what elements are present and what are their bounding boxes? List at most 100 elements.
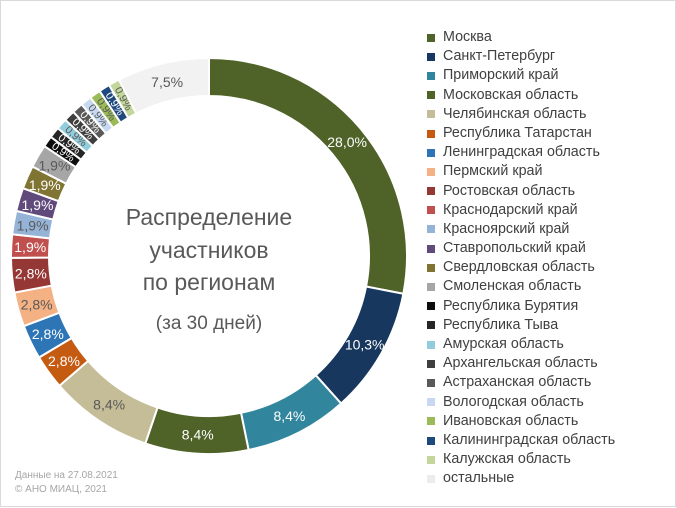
legend-item: Смоленская область <box>427 277 615 296</box>
legend-label: Ставропольский край <box>443 240 586 257</box>
legend-label: Московская область <box>443 86 579 103</box>
legend-swatch <box>427 263 435 272</box>
slice-data-label: 1,9% <box>29 177 61 193</box>
legend-label: Астраханская область <box>443 374 592 391</box>
slice-data-label: 2,8% <box>32 326 64 342</box>
slice-data-label: 2,8% <box>21 296 53 312</box>
legend-label: Калужская область <box>443 451 571 468</box>
legend-label: Москва <box>443 29 492 45</box>
legend-label: Приморский край <box>443 67 559 84</box>
slice-data-label: 1,9% <box>14 239 46 255</box>
slice-data-label: 28,0% <box>327 134 367 150</box>
legend-item: Архангельская область <box>427 354 615 373</box>
legend-swatch <box>427 359 435 368</box>
legend-label: Ивановская область <box>443 412 579 429</box>
legend-item: Республика Татарстан <box>427 124 615 143</box>
legend-swatch <box>427 71 435 80</box>
slice-data-label: 8,4% <box>182 427 214 443</box>
legend-swatch <box>427 474 435 483</box>
legend-label: Ростовская область <box>443 182 576 199</box>
slice-data-label: 2,8% <box>15 265 47 281</box>
slice-data-label: 1,9% <box>38 158 70 174</box>
footnote-copyright: © АНО МИАЦ, 2021 <box>15 484 107 495</box>
legend-swatch <box>427 417 435 426</box>
legend-label: Красноярский край <box>443 220 570 237</box>
legend-item: Ленинградская область <box>427 143 615 162</box>
legend-item: Амурская область <box>427 335 615 354</box>
legend-swatch <box>427 148 435 157</box>
legend-item: Республика Бурятия <box>427 297 615 316</box>
legend-swatch <box>427 340 435 349</box>
chart-legend: Москва Санкт-Петербург Приморский край Моск… <box>427 28 615 489</box>
legend-item: Москва <box>427 28 615 47</box>
legend-label: Санкт-Петербург <box>443 48 556 65</box>
legend-item: Вологодская область <box>427 393 615 412</box>
legend-item: Республика Тыва <box>427 316 615 335</box>
legend-swatch <box>427 33 435 42</box>
legend-swatch <box>427 225 435 234</box>
legend-label: Амурская область <box>443 336 564 352</box>
donut-slice <box>117 56 210 115</box>
legend-item: остальные <box>427 469 615 488</box>
footnote: Данные на 27.08.2021 © АНО МИАЦ, 2021 <box>15 469 118 497</box>
slice-data-label: 8,4% <box>273 408 305 424</box>
chart-subtitle: (за 30 дней) <box>155 312 263 334</box>
legend-swatch <box>427 244 435 253</box>
slice-data-label: 10,3% <box>345 336 385 352</box>
legend-item: Санкт-Петербург <box>427 47 615 66</box>
legend-item: Ростовская область <box>427 182 615 201</box>
slice-data-label: 7,5% <box>151 74 183 90</box>
legend-swatch <box>427 206 435 215</box>
legend-item: Калужская область <box>427 450 615 469</box>
legend-swatch <box>427 436 435 445</box>
legend-swatch <box>427 398 435 407</box>
legend-swatch <box>427 129 435 138</box>
legend-item: Московская область <box>427 86 615 105</box>
legend-item: Краснодарский край <box>427 201 615 220</box>
legend-swatch <box>427 110 435 119</box>
legend-item: Астраханская область <box>427 373 615 392</box>
legend-swatch <box>427 187 435 196</box>
slice-data-label: 2,8% <box>48 353 80 369</box>
legend-item: Свердловская область <box>427 258 615 277</box>
legend-label: Свердловская область <box>443 259 595 276</box>
legend-item: Приморский край <box>427 66 615 85</box>
chart-title: Распределение участников по регионам <box>89 201 329 299</box>
legend-swatch <box>427 321 435 330</box>
legend-label: остальные <box>443 470 515 487</box>
chart-center-title: Распределение участников по регионам (за… <box>89 201 329 335</box>
legend-item: Ивановская область <box>427 412 615 431</box>
slice-data-label: 1,9% <box>21 197 53 213</box>
legend-swatch <box>427 167 435 176</box>
legend-item: Калининградская область <box>427 431 615 450</box>
legend-label: Республика Бурятия <box>443 297 579 314</box>
chart-title-line: участников <box>149 236 269 263</box>
legend-item: Челябинская область <box>427 105 615 124</box>
slice-data-label: 1,9% <box>17 218 49 234</box>
legend-label: Челябинская область <box>443 105 587 122</box>
legend-item: Ставропольский край <box>427 239 615 258</box>
legend-swatch <box>427 91 435 100</box>
slice-data-label: 8,4% <box>93 397 125 413</box>
legend-item: Красноярский край <box>427 220 615 239</box>
legend-label: Смоленская область <box>443 278 582 295</box>
footnote-date: Данные на 27.08.2021 <box>15 470 118 481</box>
chart-title-line: Распределение <box>125 204 293 230</box>
legend-swatch <box>427 52 435 61</box>
chart-title-line: по регионам <box>142 269 276 295</box>
legend-label: Ленинградская область <box>443 144 600 161</box>
legend-swatch <box>427 302 435 311</box>
legend-label: Республика Тыва <box>443 316 559 333</box>
legend-label: Республика Татарстан <box>443 124 592 141</box>
legend-label: Краснодарский край <box>443 201 578 218</box>
legend-swatch <box>427 378 435 387</box>
legend-label: Пермский край <box>443 163 543 180</box>
legend-item: Пермский край <box>427 162 615 181</box>
legend-swatch <box>427 455 435 464</box>
legend-label: Архангельская область <box>443 355 598 372</box>
legend-label: Калининградская область <box>443 431 616 448</box>
legend-swatch <box>427 283 435 292</box>
legend-label: Вологодская область <box>443 393 584 410</box>
